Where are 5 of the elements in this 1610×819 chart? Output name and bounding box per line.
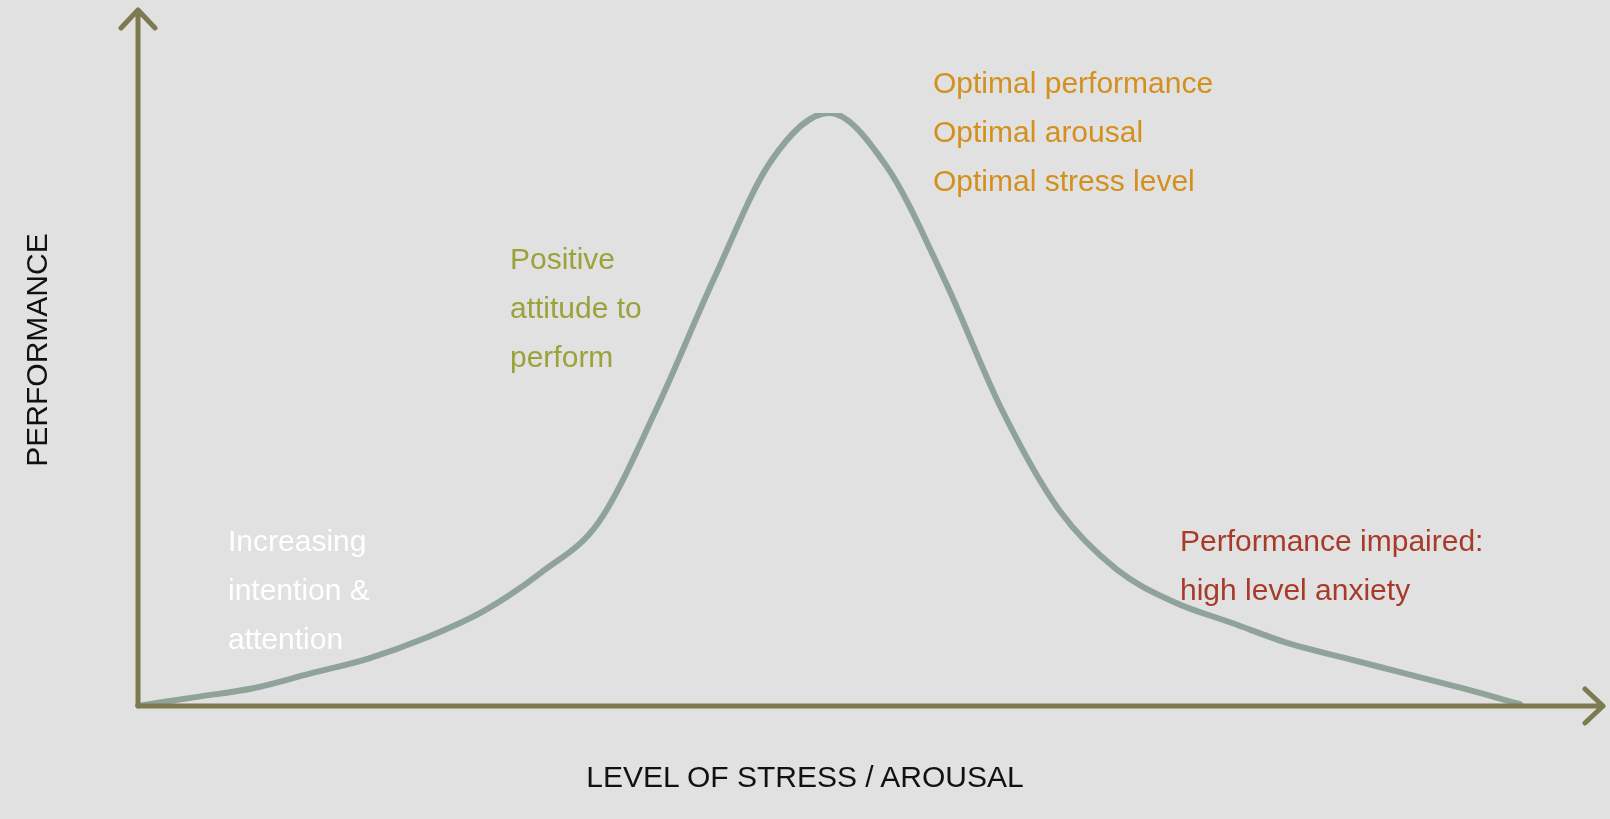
x-axis-title: LEVEL OF STRESS / AROUSAL	[585, 760, 1025, 794]
annotation: Optimal performance Optimal arousal Optimal stress level	[933, 65, 1214, 199]
annotation: Performance impaired: high level anxiety	[1180, 523, 1484, 608]
annotation: Positive attitude to perform	[510, 241, 642, 375]
y-axis-title: PERFORMANCE	[20, 233, 54, 467]
